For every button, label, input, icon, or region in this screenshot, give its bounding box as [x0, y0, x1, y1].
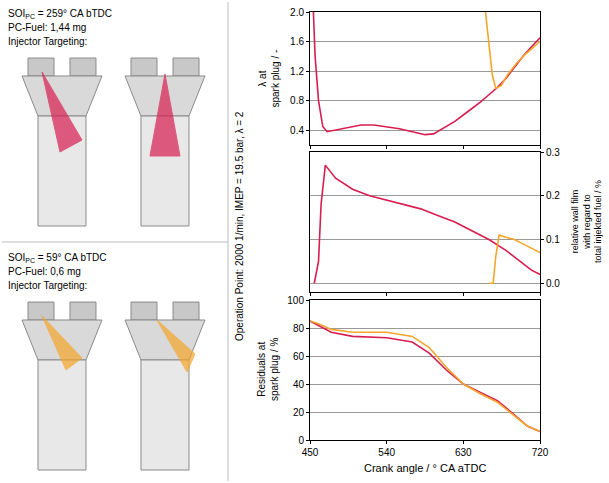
svg-text:40: 40 — [293, 379, 305, 390]
svg-text:0.0: 0.0 — [546, 278, 560, 289]
svg-text:0.2: 0.2 — [546, 190, 560, 201]
svg-text:0.3: 0.3 — [546, 147, 560, 158]
svg-text:0: 0 — [298, 435, 304, 446]
svg-text:PC-Fuel: 1,44 mg: PC-Fuel: 1,44 mg — [8, 22, 86, 33]
svg-text:80: 80 — [293, 323, 305, 334]
svg-text:0.8: 0.8 — [290, 95, 304, 106]
svg-text:1.2: 1.2 — [290, 66, 304, 77]
svg-text:0.4: 0.4 — [290, 125, 304, 136]
svg-text:Injector Targeting:: Injector Targeting: — [8, 36, 87, 47]
svg-text:60: 60 — [293, 351, 305, 362]
svg-text:λ atspark plug / -: λ atspark plug / - — [257, 50, 281, 108]
svg-text:PC-Fuel: 0,6 mg: PC-Fuel: 0,6 mg — [8, 266, 81, 277]
svg-text:630: 630 — [455, 447, 472, 458]
svg-text:SOI​PC​ = 59° CA bTDC: SOI​PC​ = 59° CA bTDC — [8, 252, 107, 264]
svg-text:720: 720 — [532, 447, 549, 458]
svg-text:0.1: 0.1 — [546, 234, 560, 245]
svg-text:SOI​PC​ = 259° CA bTDC: SOI​PC​ = 259° CA bTDC — [8, 8, 112, 20]
svg-text:540: 540 — [378, 447, 395, 458]
svg-text:20: 20 — [293, 407, 305, 418]
svg-text:2.0: 2.0 — [290, 7, 304, 18]
svg-text:Operation Point: 2000 1/min, I: Operation Point: 2000 1/min, IMEP = 19.5… — [234, 111, 245, 341]
svg-text:Crank angle / ° CA aTDC: Crank angle / ° CA aTDC — [364, 462, 486, 474]
svg-text:1.6: 1.6 — [290, 36, 304, 47]
svg-text:450: 450 — [302, 447, 319, 458]
svg-text:100: 100 — [287, 295, 304, 306]
svg-text:relative wall filmwith regard: relative wall filmwith regard tototal in… — [570, 180, 603, 263]
svg-text:Residuals atspark plug / %: Residuals atspark plug / % — [256, 338, 280, 401]
svg-text:Injector Targeting:: Injector Targeting: — [8, 280, 87, 291]
